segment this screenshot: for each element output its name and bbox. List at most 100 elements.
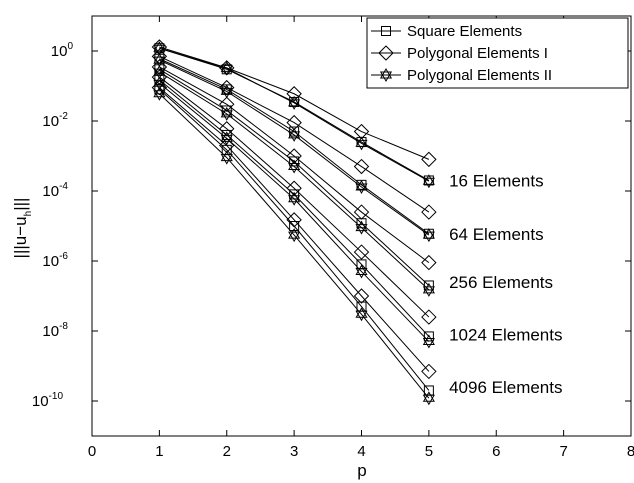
x-tick-label: 6	[492, 443, 500, 460]
y-axis-label-sub: h	[23, 211, 34, 217]
element-count-label: 4096 Elements	[449, 378, 562, 397]
hexagram-marker	[153, 86, 166, 101]
hexagram-marker	[422, 174, 435, 189]
hexagram-marker	[153, 53, 166, 68]
annotations: 16 Elements 64 Elements 256 Elements 1024 E…	[449, 171, 562, 397]
element-count-label: 1024 Elements	[449, 325, 562, 344]
legend-item-square: Square Elements	[371, 23, 522, 40]
series-line	[159, 46, 430, 160]
element-count-label: 16 Elements	[449, 171, 544, 190]
hexagram-marker	[220, 131, 233, 146]
series-line	[159, 59, 430, 236]
hexagram-marker	[355, 180, 368, 195]
element-count-label: 256 Elements	[449, 273, 553, 292]
hexagram-marker	[355, 307, 368, 322]
diamond-marker	[421, 309, 437, 325]
series-line	[159, 79, 430, 337]
y-tick-label: 10-6	[42, 251, 68, 270]
legend-label: Polygonal Elements II	[407, 67, 552, 84]
hexagram-marker	[220, 106, 233, 121]
series-line	[159, 71, 430, 291]
series-square	[154, 64, 434, 291]
hexagram-marker	[422, 334, 435, 349]
hexagram-marker	[288, 228, 301, 243]
diamond-marker	[421, 363, 437, 380]
series-layer	[151, 39, 437, 406]
series-line	[159, 89, 430, 391]
series-line	[159, 66, 430, 264]
diamond-marker	[286, 212, 302, 228]
diamond-marker	[421, 151, 437, 168]
hexagram-marker	[220, 61, 233, 76]
hexagram-marker	[422, 391, 435, 406]
y-tick-label: 10-10	[32, 391, 64, 410]
y-tick-label: 10-2	[42, 111, 68, 130]
hexagram-marker	[355, 136, 368, 151]
x-tick-label: 3	[290, 443, 298, 460]
series-line	[159, 82, 430, 342]
diamond-marker	[353, 288, 370, 304]
legend-label: Square Elements	[407, 23, 522, 40]
series-hexagram	[153, 86, 435, 406]
hexagram-marker	[288, 95, 301, 110]
diamond-marker	[353, 123, 370, 140]
diamond-marker	[378, 45, 394, 61]
y-axis-label-main: |||u−u	[11, 216, 30, 258]
hexagram-marker	[288, 159, 301, 174]
legend-label: Polygonal Elements I	[407, 45, 548, 62]
series-line	[159, 93, 430, 399]
x-tick-label: 2	[223, 443, 231, 460]
y-axis-label: |||u−uh|||	[11, 198, 34, 259]
x-tick-label: 1	[155, 443, 163, 460]
series-hexagram	[153, 76, 435, 349]
y-tick-label: 100	[51, 41, 74, 60]
diamond-marker	[151, 69, 168, 85]
y-tick-label: 10-8	[42, 321, 68, 340]
y-axis-label-end: |||	[11, 198, 30, 211]
hexagram-marker	[355, 264, 368, 279]
legend-item-diamond: Polygonal Elements I	[371, 45, 548, 62]
hexagram-marker	[220, 150, 233, 165]
series-line	[159, 87, 430, 372]
x-axis-label: p	[357, 461, 366, 480]
diamond-marker	[421, 204, 437, 220]
series-diamond	[151, 48, 437, 220]
legend-box	[366, 17, 629, 89]
series-hexagram	[153, 53, 435, 243]
square-marker	[289, 221, 300, 231]
diamond-marker	[286, 180, 302, 196]
hexagram-marker	[153, 41, 166, 56]
hexagram-marker	[220, 84, 233, 99]
series-line	[159, 47, 430, 181]
series-diamond	[151, 69, 437, 325]
diamond-marker	[353, 158, 370, 175]
diamond-marker	[353, 204, 370, 220]
x-tick-label: 7	[559, 443, 567, 460]
hexagram-marker	[288, 127, 301, 142]
diamond-marker	[353, 244, 370, 260]
series-line	[159, 47, 430, 182]
axes: 0 1 2 3 4 5 6 7 8 100 10-2 10-4 10-6 10-8 10-10	[32, 15, 634, 460]
hexagram-marker	[379, 68, 393, 82]
hexagram-marker	[422, 228, 435, 243]
y-tick-label: 10-4	[42, 181, 68, 200]
series-line	[159, 55, 430, 213]
diamond-marker	[151, 59, 168, 75]
x-tick-label: 8	[627, 443, 634, 460]
legend-item-hexagram: Polygonal Elements II	[371, 67, 552, 84]
x-tick-label: 5	[425, 443, 433, 460]
series-diamond	[151, 79, 437, 380]
hexagram-marker	[355, 220, 368, 235]
hexagram-marker	[422, 282, 435, 297]
series-diamond	[151, 59, 437, 271]
legend: Square Elements Polygonal Elements I Polyg…	[366, 17, 629, 89]
diamond-marker	[151, 79, 168, 96]
series-line	[159, 76, 430, 318]
series-hexagram	[153, 41, 435, 189]
hexagram-marker	[288, 191, 301, 206]
x-tick-label: 0	[88, 443, 96, 460]
element-count-label: 64 Elements	[449, 225, 544, 244]
diamond-marker	[286, 148, 302, 164]
square-marker	[381, 26, 391, 36]
